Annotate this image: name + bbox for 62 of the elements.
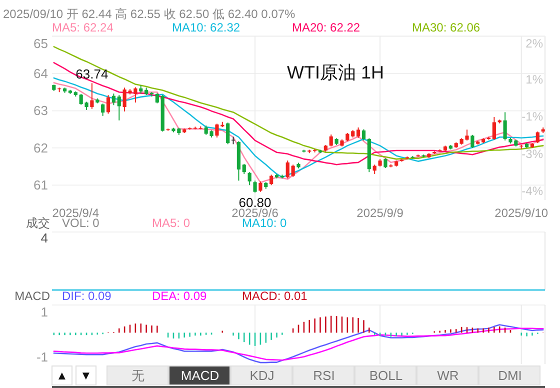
candlestick	[384, 158, 388, 168]
candlestick	[112, 93, 116, 106]
text: KDJ	[250, 368, 274, 383]
text: RSI	[313, 368, 335, 383]
candlestick	[492, 116, 496, 140]
y-axis-title: MACD	[14, 289, 50, 303]
candlestick	[470, 134, 474, 148]
y-tick-label: 64	[34, 66, 48, 82]
text: ▼	[80, 368, 92, 382]
y-tick-label: 1	[40, 304, 48, 320]
text: DEA: 0.09	[152, 289, 208, 303]
series-label: MACD: 0.01	[242, 289, 308, 303]
y-tick-label: 61	[34, 178, 48, 193]
annotation: -1%	[522, 110, 544, 124]
text: 无	[132, 368, 144, 383]
candlestick	[226, 122, 230, 145]
x-tick-label: 2025/9/9	[356, 206, 404, 220]
text: MA30: 62.06	[412, 20, 480, 34]
x-tick-label: 2025/9/10	[494, 206, 548, 220]
candlestick	[536, 131, 540, 144]
candlestick	[286, 160, 290, 179]
annotation: -3%	[522, 146, 544, 161]
candlestick	[90, 82, 94, 110]
line-series	[53, 46, 544, 160]
candlestick	[329, 134, 333, 147]
candlestick	[248, 172, 252, 186]
candlestick	[253, 180, 257, 194]
annotation: 63.74	[76, 66, 108, 82]
candlestick	[362, 128, 366, 141]
text: MA5: 62.24	[52, 20, 114, 34]
text: ▲	[56, 368, 68, 382]
candlestick	[372, 164, 376, 174]
text: 成交	[26, 216, 50, 230]
text: DIF: 0.09	[62, 289, 112, 303]
text: 4	[40, 230, 48, 246]
candlestick	[270, 174, 274, 186]
candlestick	[242, 163, 246, 174]
y-tick-label: -1	[36, 349, 48, 364]
candlestick	[117, 94, 121, 121]
candlestick	[155, 92, 159, 104]
y-tick-label: 62	[34, 140, 48, 156]
candlestick	[503, 112, 507, 141]
annotation: 1%	[526, 72, 544, 87]
text: WR	[437, 368, 459, 383]
annotation: 2%	[526, 36, 544, 50]
text: BOLL	[369, 368, 403, 383]
text: MA10: 62.32	[172, 20, 240, 34]
text: MA20: 62.22	[292, 20, 360, 34]
candlestick	[291, 164, 295, 178]
text: DMI	[498, 368, 522, 383]
annotation: -4%	[522, 184, 544, 198]
text: MA5: 0	[152, 216, 190, 230]
y-tick-label: 65	[34, 36, 48, 51]
candlestick	[106, 94, 110, 114]
text: 2025/09/10 开 62.44 高 62.55 收 62.50 低 62.40 0.07%	[3, 7, 296, 21]
candlestick	[258, 180, 262, 192]
line-series	[53, 62, 544, 166]
y-tick-label: 63	[34, 103, 48, 118]
text: MACD	[180, 368, 220, 383]
candlestick	[356, 126, 360, 138]
candlestick	[101, 103, 105, 116]
text: WTI原油 1H	[287, 62, 384, 82]
